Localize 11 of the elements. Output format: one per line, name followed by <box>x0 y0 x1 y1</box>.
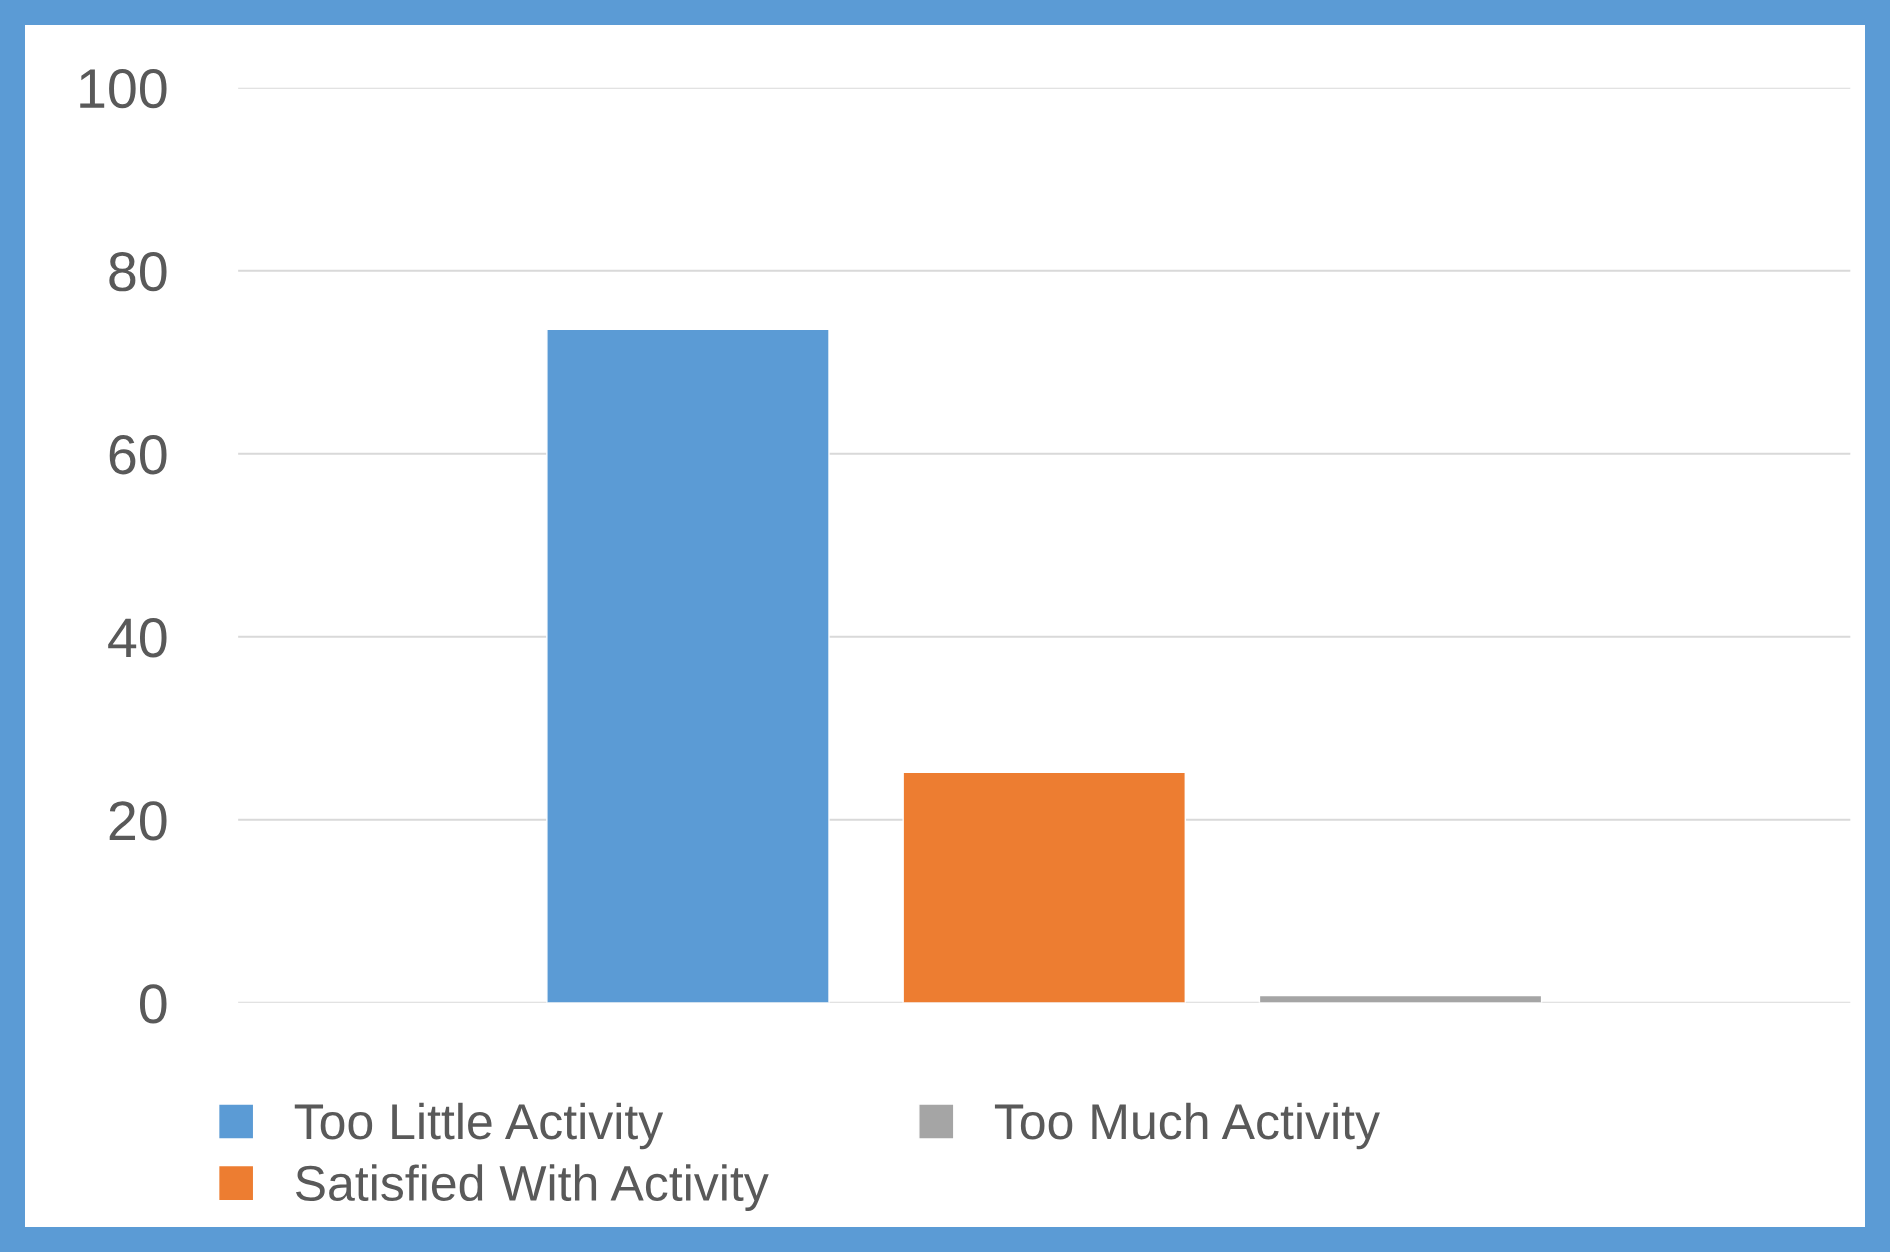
legend-label: Satisfied With Activity <box>295 1164 769 1211</box>
legend-label: Too Much Activity <box>994 1102 1380 1150</box>
bar <box>546 328 830 1003</box>
bar <box>902 771 1186 1003</box>
y-tick-label: 60 <box>109 435 167 475</box>
y-tick-label: 0 <box>139 984 167 1024</box>
y-tick-label: 20 <box>109 801 167 841</box>
y-tick-label: 100 <box>80 68 167 109</box>
y-tick-label: 40 <box>108 618 167 658</box>
y-tick-label: 80 <box>109 252 167 292</box>
legend-label: Too Little Activity <box>294 1102 664 1150</box>
